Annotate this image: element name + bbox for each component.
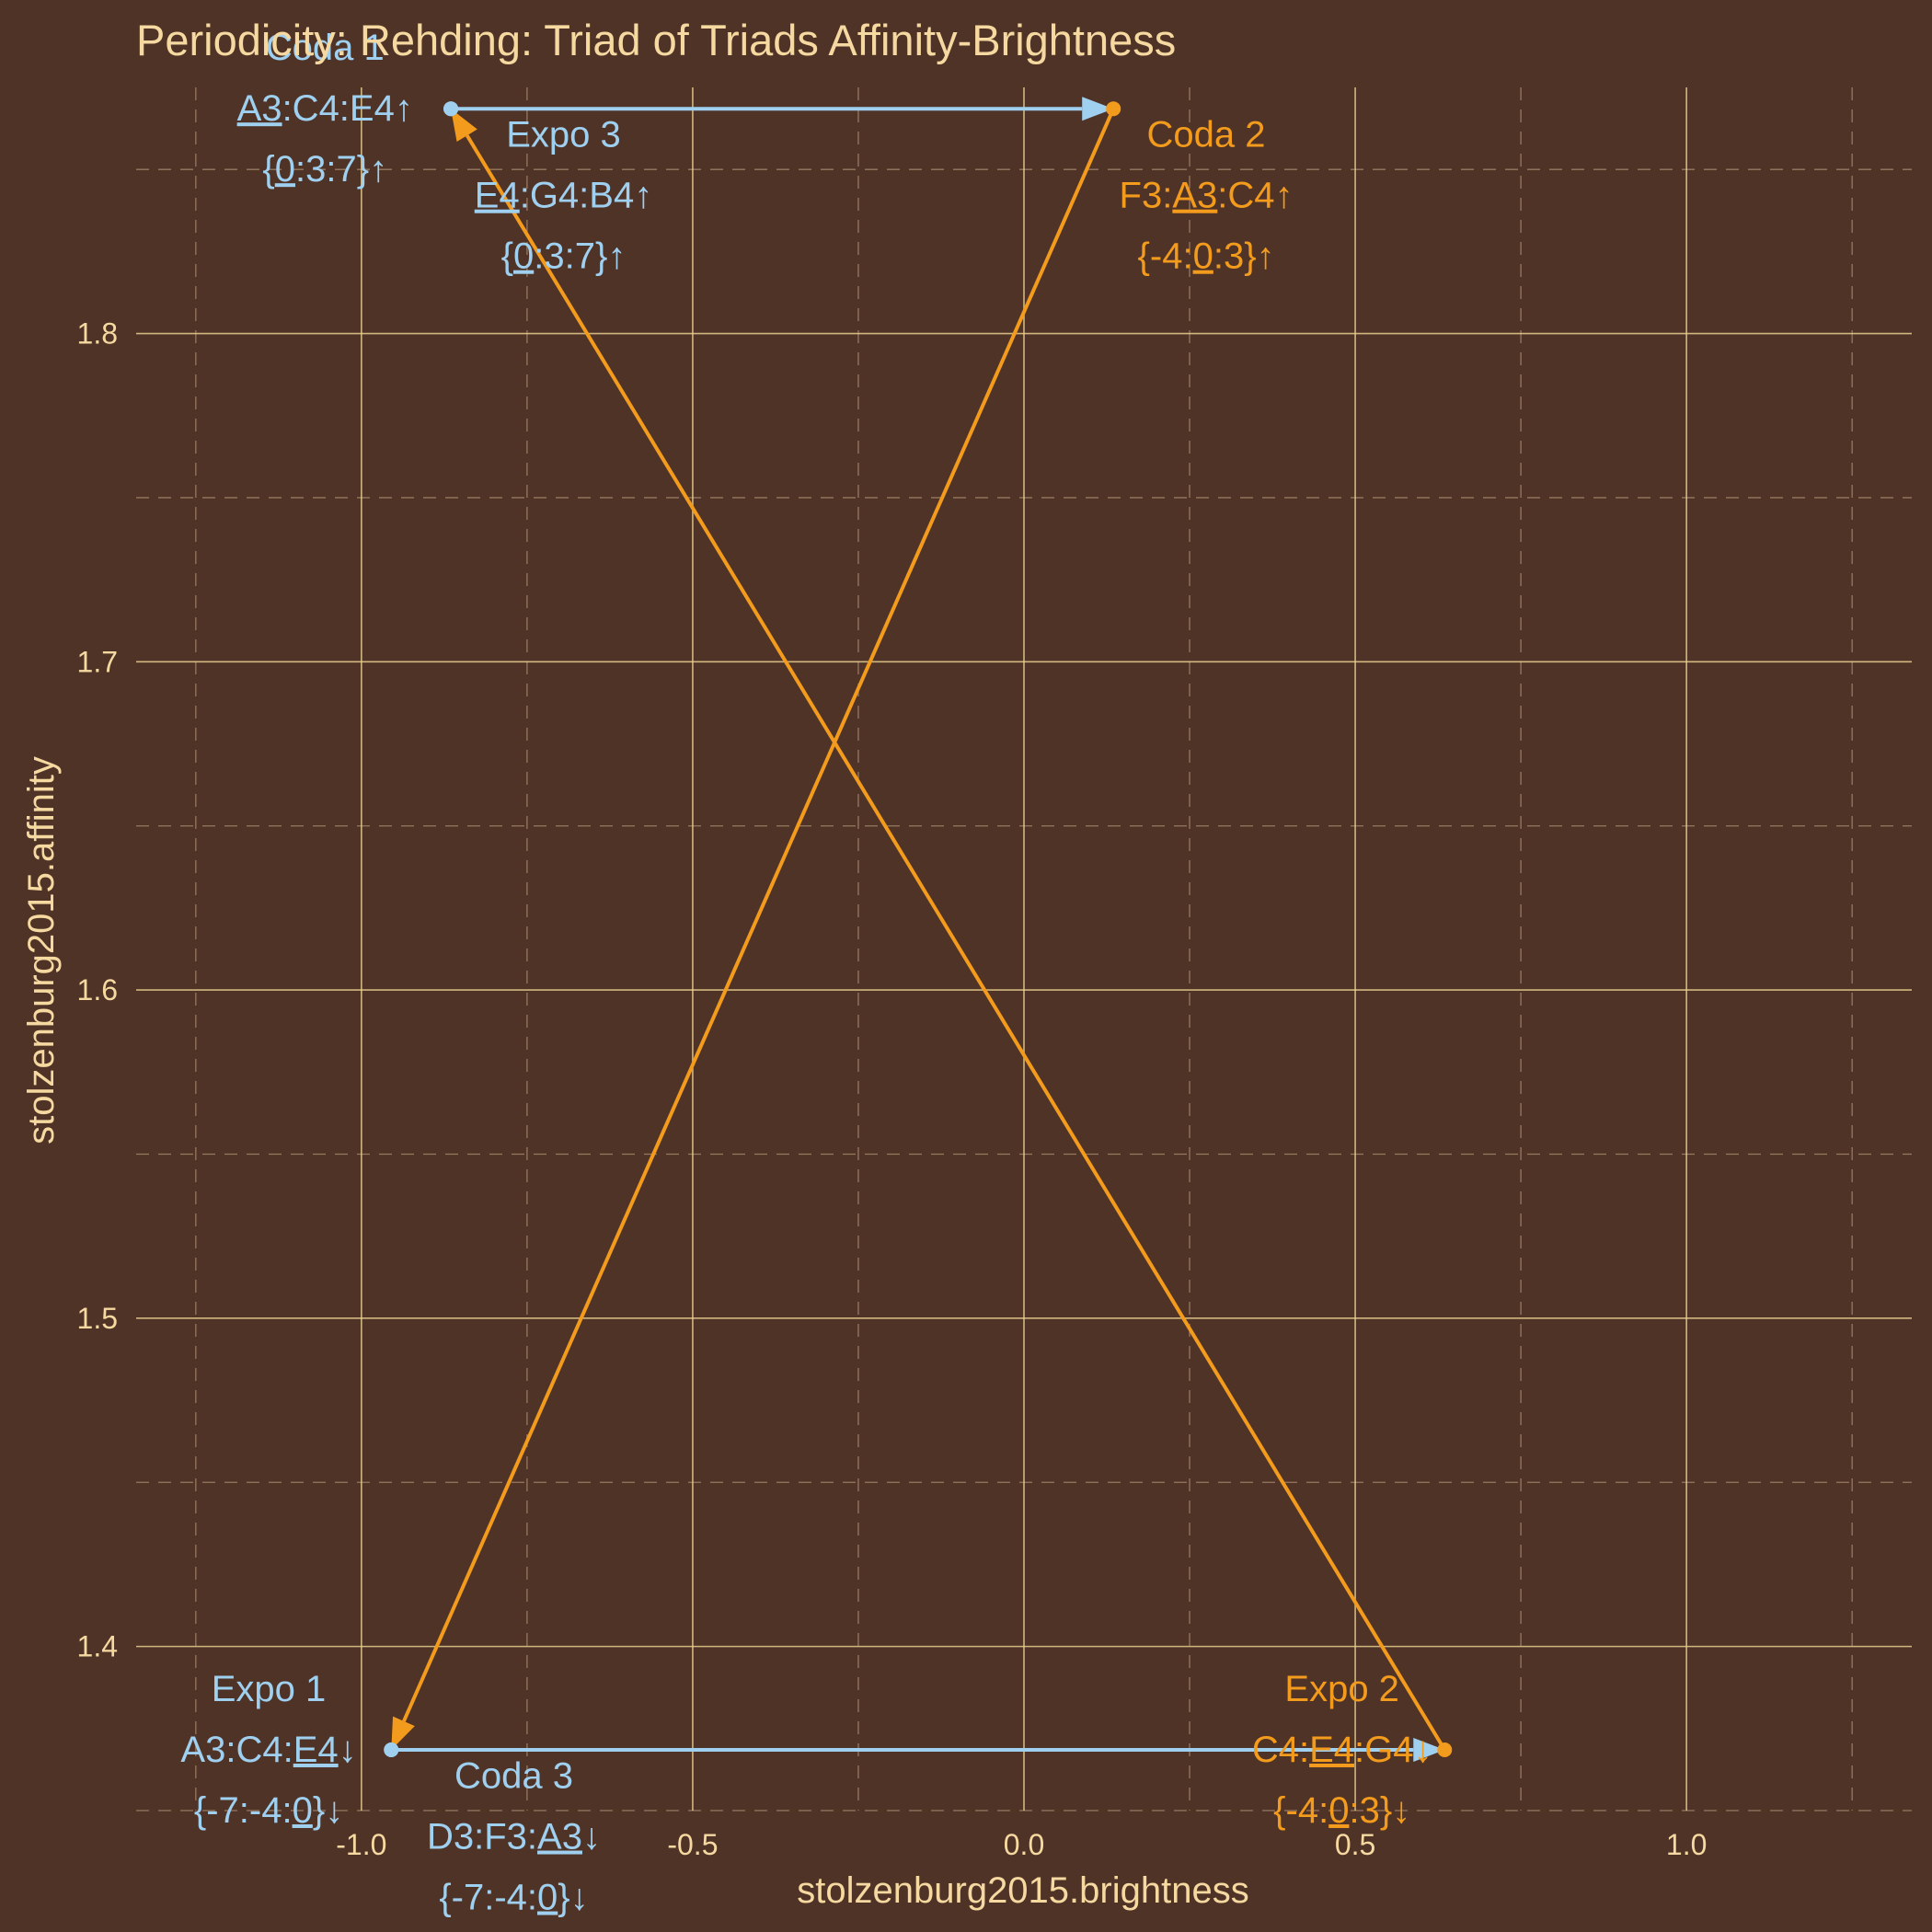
connector-arrow — [451, 97, 1114, 121]
label-intervals: {-4:0:3}↓ — [1273, 1790, 1410, 1831]
label-notes: A3:C4:E4↓ — [180, 1730, 356, 1770]
connector-arrows — [391, 97, 1447, 1762]
connector-arrow — [391, 108, 1116, 1750]
label-intervals: {0:3:7}↑ — [501, 236, 627, 277]
label-intervals: {-4:0:3}↑ — [1138, 236, 1275, 277]
arrow-head — [1082, 97, 1114, 121]
label-name: Expo 3 — [506, 115, 621, 155]
chart-title: Periodicity: Rehding: Triad of Triads Af… — [136, 16, 1176, 64]
x-tick-label: 1.0 — [1666, 1828, 1707, 1861]
arrow-head — [1413, 1737, 1445, 1762]
label-expo2: Expo 2 C4:E4:G4↓ {-4:0:3}↓ — [1252, 1669, 1432, 1831]
point-labels: Expo 1 A3:C4:E4↓ {-7:-4:0}↓ Expo 2 C4:E4:G4↓… — [180, 28, 1432, 1917]
label-name: Coda 1 — [266, 28, 385, 68]
label-intervals: {-7:-4:0}↓ — [439, 1878, 588, 1918]
label-notes: E4:G4:B4↑ — [475, 176, 652, 216]
point-coda1 — [443, 101, 459, 117]
point-coda3 — [384, 1742, 399, 1757]
y-axis-ticks: 1.4 1.5 1.6 1.7 1.8 — [77, 317, 118, 1663]
x-tick-label: 0.5 — [1335, 1828, 1375, 1861]
arrow-line — [402, 108, 1116, 1722]
label-name: Coda 2 — [1147, 115, 1266, 155]
label-intervals: {0:3:7}↑ — [262, 149, 387, 190]
arrow-line — [465, 134, 1447, 1752]
label-expo1: Expo 1 A3:C4:E4↓ {-7:-4:0}↓ — [180, 1669, 356, 1831]
label-name: Expo 2 — [1284, 1669, 1399, 1709]
label-name: Expo 1 — [212, 1669, 327, 1709]
y-axis-title: stolzenburg2015.affinity — [21, 756, 62, 1144]
label-coda2: Coda 2 F3:A3:C4↑ {-4:0:3}↑ — [1120, 115, 1294, 277]
connector-arrow — [391, 1737, 1445, 1762]
label-notes: F3:A3:C4↑ — [1120, 176, 1294, 216]
label-name: Coda 3 — [454, 1756, 573, 1797]
label-notes: C4:E4:G4↓ — [1252, 1730, 1432, 1770]
y-tick-label: 1.5 — [77, 1302, 118, 1335]
connector-arrow — [451, 109, 1447, 1752]
x-axis-title: stolzenburg2015.brightness — [797, 1870, 1248, 1911]
y-tick-label: 1.4 — [77, 1630, 118, 1663]
label-coda3: Coda 3 D3:F3:A3↓ {-7:-4:0}↓ — [427, 1756, 601, 1918]
x-tick-label: -1.0 — [336, 1828, 386, 1861]
x-tick-label: 0.0 — [1004, 1828, 1044, 1861]
major-gridlines — [136, 87, 1912, 1811]
x-tick-label: -0.5 — [667, 1828, 718, 1861]
y-tick-label: 1.7 — [77, 645, 118, 678]
point-coda2 — [1106, 101, 1121, 117]
label-intervals: {-7:-4:0}↓ — [194, 1790, 343, 1831]
label-expo3: Expo 3 E4:G4:B4↑ {0:3:7}↑ — [475, 115, 652, 277]
x-axis-ticks: -1.0 -0.5 0.0 0.5 1.0 — [336, 1828, 1707, 1861]
label-coda1: Coda 1 A3:C4:E4↑ {0:3:7}↑ — [237, 28, 413, 190]
label-notes: D3:F3:A3↓ — [427, 1817, 601, 1857]
arrow-head — [391, 1716, 415, 1750]
y-tick-label: 1.8 — [77, 317, 118, 351]
point-expo2 — [1437, 1742, 1453, 1757]
arrow-head — [451, 109, 477, 143]
y-tick-label: 1.6 — [77, 973, 118, 1006]
data-points — [384, 101, 1453, 1757]
label-notes: A3:C4:E4↑ — [237, 88, 413, 129]
